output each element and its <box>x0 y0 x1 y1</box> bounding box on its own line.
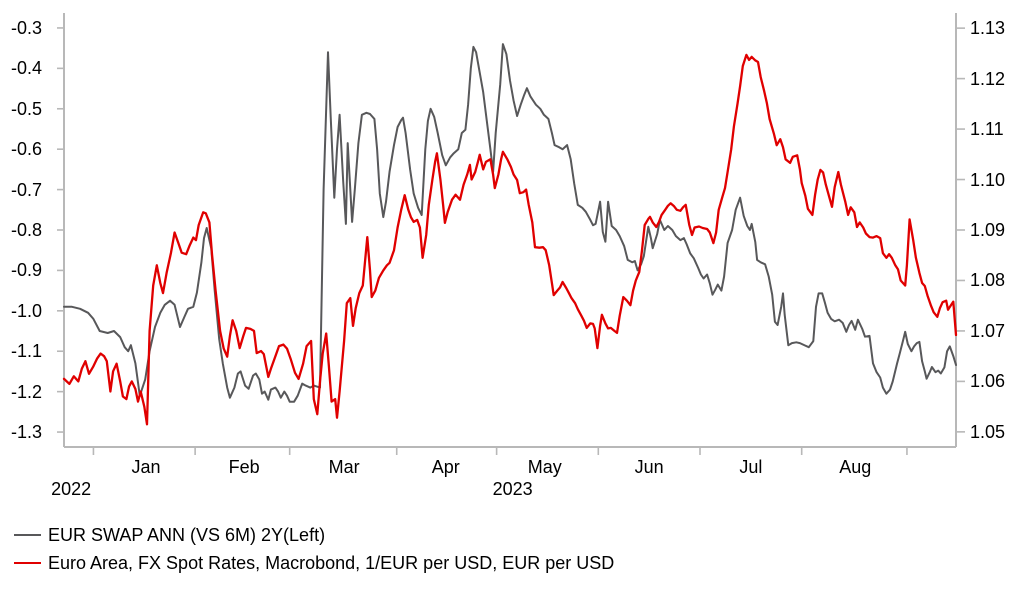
month-label-apr: Apr <box>431 457 460 477</box>
month-label-feb: Feb <box>228 457 260 477</box>
legend: EUR SWAP ANN (VS 6M) 2Y(Left) Euro Area,… <box>14 521 614 577</box>
right-axis-tick-label: 1.11 <box>970 119 1004 140</box>
year-label-2022: 2022 <box>51 479 92 499</box>
month-label-jul: Jul <box>739 457 763 477</box>
left-axis-tick-label: -0.7 <box>10 179 42 200</box>
month-label-jan: Jan <box>131 457 161 477</box>
right-axis-tick-label: 1.05 <box>970 421 1006 442</box>
left-axis-tick-label: -0.6 <box>10 139 42 160</box>
right-axis-tick-label: 1.12 <box>970 68 1006 89</box>
left-axis-tick-label: -1.1 <box>10 341 42 362</box>
left-axis-tick-label: -0.8 <box>10 220 42 240</box>
left-axis-tick-label: -1.0 <box>10 300 42 321</box>
series-line-eur-swap <box>63 43 957 403</box>
right-axis-tick-label: 1.09 <box>970 220 1006 240</box>
legend-swatch-gray-line <box>14 533 41 537</box>
left-axis-tick-label: -0.4 <box>10 58 42 79</box>
legend-label-eur-swap: EUR SWAP ANN (VS 6M) 2Y(Left) <box>48 525 326 545</box>
legend-label-fx-spot: Euro Area, FX Spot Rates, Macrobond, 1/E… <box>48 553 615 573</box>
left-axis-tick-label: -0.9 <box>10 260 42 281</box>
right-axis-tick-label: 1.13 <box>970 18 1006 39</box>
year-label-2023: 2023 <box>492 479 533 499</box>
month-label-mar: Mar <box>328 457 360 477</box>
legend-item-fx-spot: Euro Area, FX Spot Rates, Macrobond, 1/E… <box>14 549 614 577</box>
legend-swatch-red-line <box>14 561 41 565</box>
right-axis-tick-label: 1.06 <box>970 371 1006 392</box>
month-label-aug: Aug <box>839 457 872 477</box>
month-label-may: May <box>527 457 562 477</box>
left-axis-tick-label: -1.2 <box>10 381 42 402</box>
series-line-fx-spot <box>62 53 958 426</box>
legend-item-eur-swap: EUR SWAP ANN (VS 6M) 2Y(Left) <box>14 521 614 549</box>
left-axis-tick-label: -0.5 <box>10 98 42 119</box>
right-axis-tick-label: 1.07 <box>970 320 1006 341</box>
left-axis-tick-label: -1.3 <box>10 422 42 443</box>
right-axis-tick-label: 1.08 <box>970 270 1006 291</box>
left-axis-tick-label: -0.3 <box>10 17 42 38</box>
right-axis-tick-label: 1.10 <box>970 169 1006 190</box>
month-label-jun: Jun <box>634 457 664 477</box>
